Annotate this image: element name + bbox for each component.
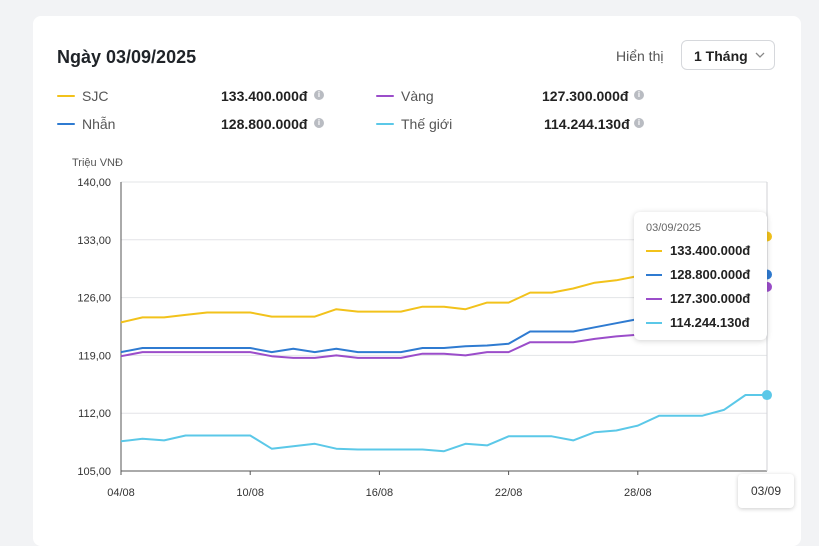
legend-item-the-gioi: Thế giới 114.244.130đ i [376,115,646,133]
range-dropdown-value: 1 Tháng [694,48,748,64]
tooltip-value: 114.244.130đ [670,315,750,330]
legend-name: Vàng [401,88,434,104]
range-dropdown[interactable]: 1 Tháng [681,40,775,70]
legend-value: 127.300.000đ [542,88,629,104]
chart-tooltip: 03/09/2025 133.400.000đ 128.800.000đ 127… [634,212,767,340]
y-tick-label: 133,00 [77,235,111,247]
y-tick-label: 112,00 [78,408,111,420]
legend-item-vang: Vàng 127.300.000đ i [376,87,646,105]
series-end-point[interactable] [762,390,772,401]
y-tick-label: 105,00 [77,466,111,478]
legend-swatch [376,123,394,125]
tooltip-value: 133.400.000đ [670,243,751,258]
y-tick-label: 119,00 [78,350,111,362]
tooltip-swatch [646,322,662,324]
y-tick-label: 126,00 [77,293,111,305]
legend-name: Thế giới [401,116,453,132]
legend-value: 128.800.000đ [221,116,308,132]
legend-item-nhan: Nhẫn 128.800.000đ i [57,115,327,133]
page-title: Ngày 03/09/2025 [57,47,197,67]
tooltip-swatch [646,250,662,252]
legend-swatch [57,95,75,97]
y-axis-unit-label: Triệu VNĐ [72,157,123,169]
series-line-thế-giới [120,394,767,453]
legend-swatch [376,95,394,97]
info-icon[interactable]: i [314,118,324,128]
x-tick-label: 22/08 [495,487,523,499]
legend-swatch [57,123,75,125]
x-tick-label: 16/08 [366,487,394,499]
legend-name: Nhẫn [82,116,116,132]
x-axis-end-date-label: 03/09 [738,474,794,508]
tooltip-swatch [646,298,662,300]
x-tick-label: 04/08 [107,487,135,499]
info-icon[interactable]: i [634,118,644,128]
legend-value: 114.244.130đ [544,116,630,132]
display-label: Hiển thị [616,48,664,64]
tooltip-swatch [646,274,662,276]
info-icon[interactable]: i [634,90,644,100]
info-icon[interactable]: i [314,90,324,100]
x-tick-label: 28/08 [624,487,652,499]
chevron-down-icon [755,52,765,58]
tooltip-date: 03/09/2025 [646,222,702,234]
price-line-chart: Triệu VNĐ 105,00 112,00 119,00 126,00 133,00… [72,157,772,499]
legend-value: 133.400.000đ [221,88,308,104]
tooltip-value: 128.800.000đ [670,267,751,282]
x-tick-label: 10/08 [236,487,264,499]
tooltip-value: 127.300.000đ [670,291,751,306]
y-tick-label: 140,00 [77,177,111,189]
legend-item-sjc: SJC 133.400.000đ i [57,87,327,105]
legend-name: SJC [82,88,109,104]
